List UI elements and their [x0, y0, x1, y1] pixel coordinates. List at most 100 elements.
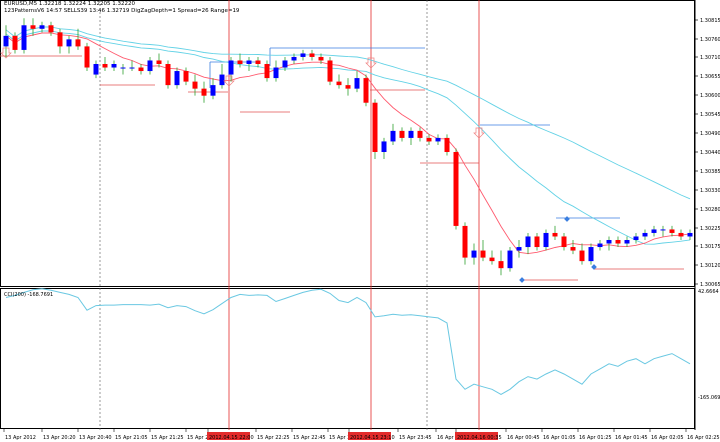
candle	[606, 236, 612, 251]
candle-body	[75, 39, 81, 47]
price-tick-label: 1.30815	[700, 18, 720, 24]
candle-body	[588, 247, 594, 262]
cci-tick-label: -165.069	[698, 395, 720, 401]
price-tick-label: 1.30760	[700, 37, 720, 43]
candle-body	[363, 78, 369, 103]
indicator-header: 123PatternsV6 14:57 SELLS39 13:46 1.3271…	[4, 8, 240, 14]
candle-body	[93, 64, 99, 75]
price-tick-label: 1.30440	[700, 150, 720, 156]
candle-body	[219, 74, 225, 86]
price-tick-label: 1.30120	[700, 263, 720, 269]
candle	[129, 60, 135, 72]
time-tick-label: 16 Apr 02:25	[687, 435, 720, 441]
ma-medium-line	[5, 30, 691, 245]
candle	[66, 35, 72, 54]
candle	[588, 243, 594, 265]
candle	[138, 64, 144, 75]
price-tick-label: 1.30065	[700, 282, 720, 288]
price-tick-label: 1.30600	[700, 93, 720, 99]
candle-body	[453, 152, 459, 226]
candle	[372, 99, 378, 160]
candle-body	[534, 236, 540, 248]
candle-body	[471, 250, 477, 258]
candle-body	[147, 60, 153, 72]
candle-body	[624, 240, 630, 244]
candle-body	[129, 67, 135, 69]
candle	[552, 225, 558, 240]
candle-body	[462, 225, 468, 258]
time-tick-label: 13 Apr 20:20	[43, 435, 76, 441]
candle-body	[543, 232, 549, 248]
candle	[210, 78, 216, 100]
candle-body	[174, 71, 180, 86]
candle	[525, 232, 531, 255]
candle-body	[48, 25, 54, 33]
candle-body	[183, 71, 189, 82]
price-tick-label: 1.30655	[700, 74, 720, 80]
ma-slow-line	[5, 26, 691, 200]
candle-body	[615, 240, 621, 244]
candle	[273, 60, 279, 82]
candle	[579, 243, 585, 265]
time-tick-label: 16 Apr 00	[437, 435, 462, 441]
time-tick-label: 16 Apr 01:45	[615, 435, 648, 441]
candle	[669, 225, 675, 237]
time-tick-label: 16 Apr 01:05	[543, 435, 576, 441]
candle-body	[525, 236, 531, 248]
time-tick-label: 2012.04.15 23:10	[350, 435, 395, 441]
candle	[318, 53, 324, 64]
candle-body	[39, 25, 45, 29]
candle	[480, 240, 486, 262]
cci-pane-frame	[0, 288, 695, 429]
candle-body	[327, 60, 333, 82]
candle-body	[660, 229, 666, 231]
candle-body	[102, 64, 108, 68]
session-separators	[99, 0, 480, 430]
candle	[489, 250, 495, 265]
candle-body	[57, 32, 63, 47]
candle	[147, 56, 153, 75]
price-tick-label: 1.30385	[700, 169, 720, 175]
candle-body	[687, 232, 693, 237]
candle	[309, 49, 315, 61]
candle	[498, 250, 504, 276]
candle-body	[489, 257, 495, 262]
candle	[57, 28, 63, 54]
time-tick-label: 15 Apr 23:45	[399, 435, 432, 441]
candle-body	[201, 88, 207, 96]
cci-line	[5, 288, 691, 395]
candle	[561, 232, 567, 251]
candle-body	[678, 232, 684, 237]
candle	[201, 81, 207, 103]
diamond-marker-icon	[519, 277, 525, 283]
candle-body	[498, 261, 504, 269]
candle	[282, 56, 288, 72]
candle	[300, 49, 306, 61]
candle	[471, 243, 477, 265]
candle	[444, 134, 450, 156]
candle	[219, 64, 225, 89]
candle-body	[318, 56, 324, 61]
candle-body	[111, 64, 117, 68]
candle	[237, 53, 243, 68]
candle	[39, 21, 45, 33]
candle-body	[282, 60, 288, 68]
symbol-header: EURUSD,M5 1.32218 1.32224 1.32205 1.3222…	[4, 1, 136, 7]
candle-body	[552, 232, 558, 237]
candle	[462, 222, 468, 265]
candle-body	[579, 250, 585, 262]
candle	[660, 225, 666, 237]
candles	[3, 18, 693, 276]
time-tick-label: 2012.04.15 22:00	[209, 435, 254, 441]
candle	[516, 240, 522, 258]
candle-body	[561, 236, 567, 248]
candle	[30, 18, 36, 36]
cci-pane-label: CCI(200) -168.7691	[4, 292, 53, 298]
sell-arrow-icon	[365, 57, 377, 69]
price-tick-label: 1.30545	[700, 112, 720, 118]
candle-body	[336, 81, 342, 86]
candle-body	[120, 67, 126, 69]
candle	[543, 229, 549, 251]
price-tick-label: 1.30225	[700, 226, 720, 232]
